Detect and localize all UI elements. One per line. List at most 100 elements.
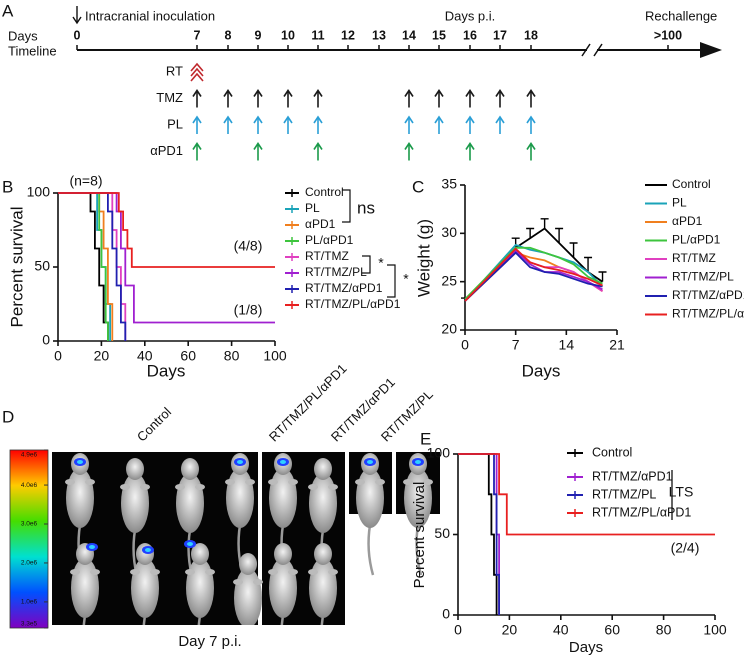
treatment-arrow (495, 115, 505, 134)
legend-label: Control (672, 177, 711, 191)
treatment-arrow (192, 115, 202, 134)
arrow-head (253, 142, 263, 150)
series-line (58, 192, 109, 341)
y-tick-label: 25 (441, 272, 457, 288)
treatment-arrow (223, 89, 233, 108)
y-tick-label: 30 (441, 224, 457, 240)
treatment-arrow (526, 142, 536, 161)
arrow-head (192, 115, 202, 124)
day-tick-label: 9 (255, 28, 262, 42)
x-tick-label: 20 (94, 348, 110, 364)
inoculation-label: Intracranial inoculation (85, 8, 215, 23)
day-tick-label: 12 (341, 28, 355, 42)
arrow-head (434, 89, 444, 97)
arrow-head (404, 142, 414, 150)
legend-label: RT/TMZ/αPD1 (592, 469, 673, 483)
treatment-label: RT (166, 63, 183, 78)
treatment-arrow (526, 89, 536, 108)
day-tick-label: 17 (493, 28, 507, 42)
treatment-arrow (190, 62, 204, 82)
arrow-head (404, 115, 414, 124)
day-tick-label: 15 (432, 28, 446, 42)
annotation: (n=8) (69, 173, 102, 189)
colorbar-tick-label: 1.0e6 (21, 599, 38, 606)
legend-label: RT/TMZ/PL (672, 270, 734, 284)
y-axis-title: Percent survival (411, 482, 428, 589)
annotation: (1/8) (234, 302, 263, 318)
arrow-head (253, 89, 263, 97)
treatment-label: αPD1 (150, 143, 183, 158)
y-tick-label: 100 (427, 445, 451, 461)
arrow-head (434, 115, 444, 124)
treatment-arrow (253, 142, 263, 161)
x-tick-label: 0 (454, 622, 462, 638)
legend-label: RT/TMZ (672, 251, 716, 265)
arrow-head (495, 89, 505, 97)
legend-label: PL (305, 201, 320, 215)
legend-label: Control (305, 185, 344, 199)
legend-label: RT/TMZ/PL (305, 265, 367, 279)
rechallenge-label: Rechallenge (645, 8, 717, 23)
legend-label: PL/αPD1 (672, 233, 721, 247)
treatment-arrow (404, 115, 414, 134)
treatment-arrow (434, 89, 444, 108)
arrow-head (192, 89, 202, 97)
day-tick-label: 8 (225, 28, 232, 42)
legend-label: RT/TMZ (305, 249, 349, 263)
arrow-head (465, 142, 475, 150)
y-tick-label: 20 (441, 321, 457, 337)
x-axis-title: Days (147, 361, 186, 380)
legend-label: αPD1 (305, 217, 336, 231)
timeline-arrow-head (700, 42, 722, 58)
treatment-arrow (465, 115, 475, 134)
annotation: (4/8) (234, 238, 263, 254)
series-line (464, 246, 603, 300)
day-tick-label: 13 (372, 28, 386, 42)
day-tick-label: >100 (654, 28, 682, 42)
treatment-arrow (223, 115, 233, 134)
error-bar (526, 227, 535, 239)
day-tick-label: 0 (74, 28, 81, 42)
x-tick-label: 7 (512, 337, 520, 353)
x-tick-label: 20 (502, 622, 518, 638)
treatment-arrow (313, 115, 323, 134)
legend-label: RT/TMZ/PL/αPD1 (305, 297, 401, 311)
legend-label: RT/TMZ/PL/αPD1 (592, 505, 691, 519)
y-axis-title: Percent survival (7, 207, 26, 328)
legend-label: αPD1 (672, 214, 703, 228)
annotation: * (403, 271, 409, 287)
bracket (387, 264, 396, 298)
treatment-arrow (313, 89, 323, 108)
error-bar (598, 271, 607, 282)
legend-label: PL/αPD1 (305, 233, 354, 247)
treatment-arrow (465, 89, 475, 108)
treatment-arrow (526, 115, 536, 134)
arrow-head (313, 115, 323, 124)
mask (52, 625, 452, 659)
x-tick-label: 100 (703, 622, 727, 638)
colorbar-tick-label: 3.3e5 (21, 621, 38, 628)
chevron (190, 62, 204, 82)
error-bar (584, 256, 593, 272)
panel-label: E (420, 429, 431, 448)
arrow-head (313, 89, 323, 97)
day-tick-label: 11 (311, 28, 324, 42)
treatment-arrow (192, 142, 202, 161)
treatment-arrow (283, 115, 293, 134)
series-line (58, 192, 275, 268)
error-bar (569, 242, 578, 258)
series-line (58, 192, 275, 324)
arrow-head (495, 115, 505, 124)
x-tick-label: 80 (224, 348, 240, 364)
arrow-head (283, 89, 293, 97)
x-tick-label: 100 (263, 348, 287, 364)
arrow-head (526, 115, 536, 124)
legend-label: RT/TMZ/αPD1 (305, 281, 383, 295)
series-line (458, 453, 715, 536)
day-tick-label: 7 (194, 28, 201, 42)
timeline-label: Timeline (8, 43, 57, 58)
annotation: (2/4) (671, 540, 700, 556)
x-tick-label: 60 (604, 622, 620, 638)
treatment-label: TMZ (156, 90, 183, 105)
colorbar-tick-label: 2.0e6 (21, 560, 38, 567)
